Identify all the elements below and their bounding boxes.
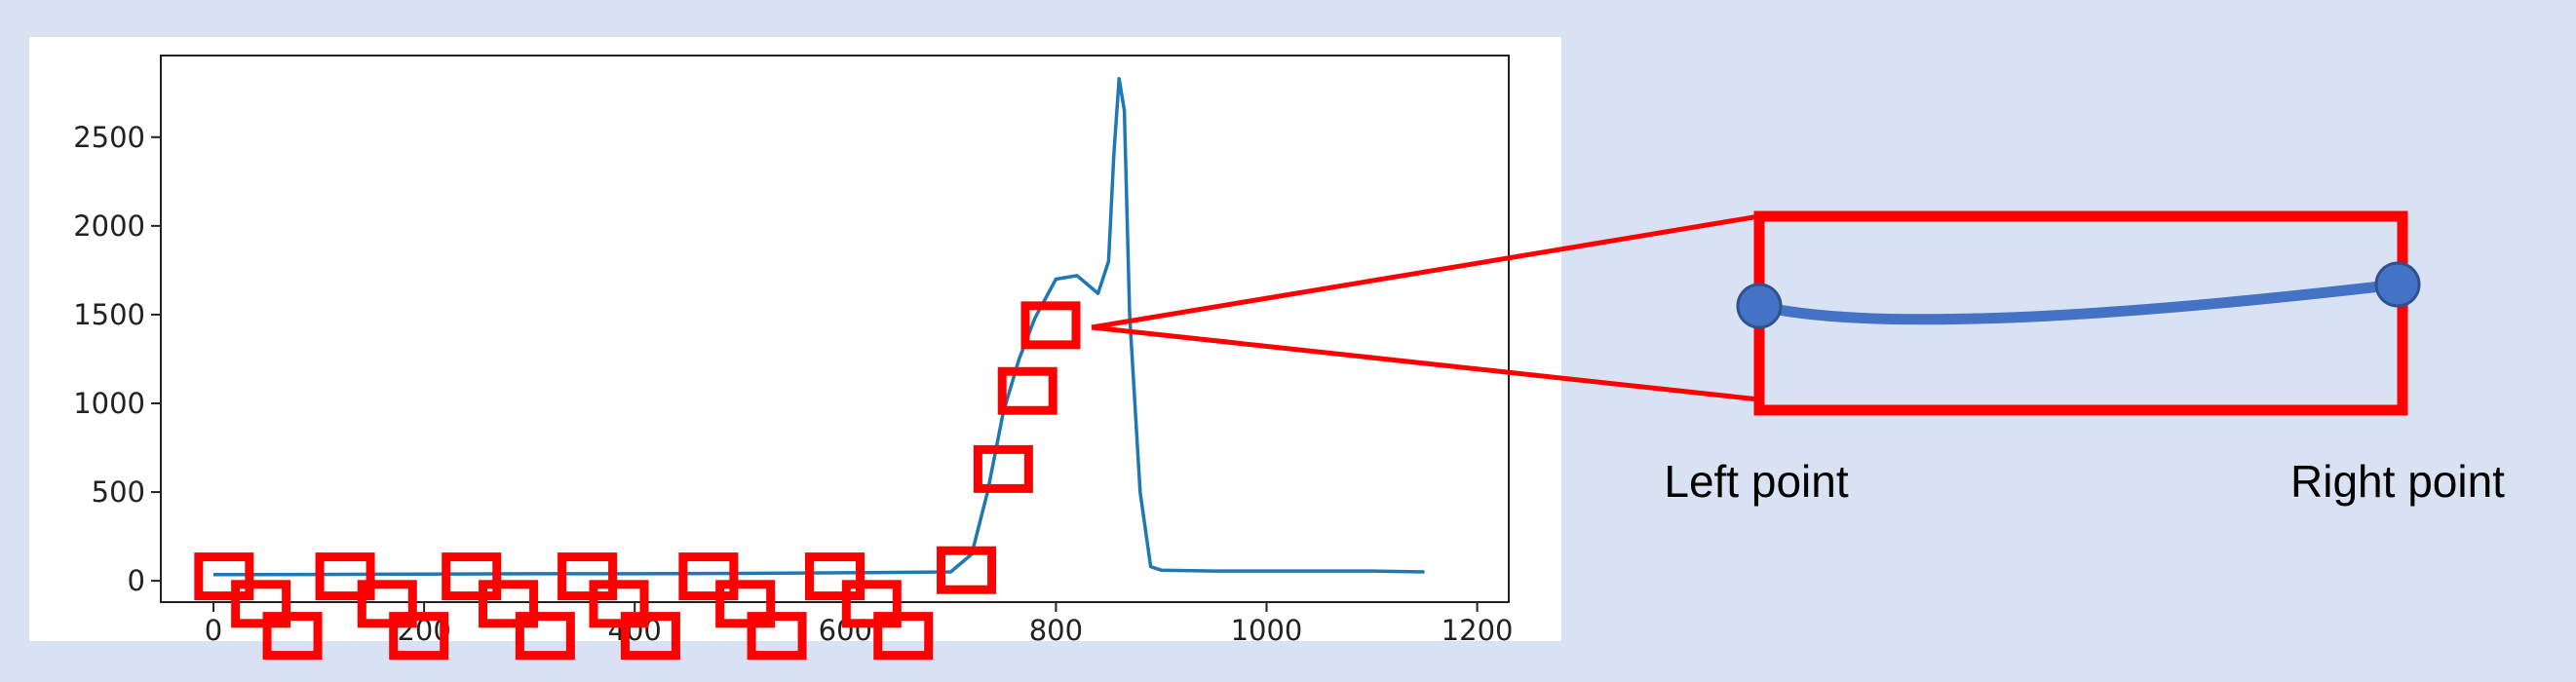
window-box	[589, 580, 649, 628]
window-box	[715, 580, 776, 628]
y-tick-label: 1500	[73, 298, 145, 331]
plot-area	[160, 55, 1510, 603]
right-point-marker	[2374, 261, 2421, 308]
window-box	[442, 552, 502, 601]
window-box	[479, 580, 539, 628]
x-tick-label: 0	[205, 614, 222, 647]
right-point-label: Right point	[2290, 456, 2505, 507]
zoom-connector-top	[1091, 213, 1760, 330]
left-point-marker	[1736, 283, 1783, 329]
window-box	[997, 366, 1057, 415]
window-box	[841, 580, 902, 628]
window-box	[231, 580, 291, 628]
window-box	[194, 552, 254, 601]
window-box	[315, 552, 375, 601]
window-box	[747, 612, 807, 661]
highlighted-window-box	[1020, 301, 1081, 350]
x-tick-label: 1200	[1442, 614, 1514, 647]
window-box	[262, 612, 323, 661]
left-point-label: Left point	[1664, 456, 1848, 507]
window-box	[389, 612, 449, 661]
window-box	[357, 580, 417, 628]
x-tick-label: 800	[1029, 614, 1083, 647]
window-box	[973, 444, 1033, 493]
y-tick-label: 0	[128, 564, 145, 597]
window-box	[620, 612, 680, 661]
zoom-connector-bottom	[1091, 324, 1760, 402]
y-tick-label: 1000	[73, 387, 145, 420]
zoom-panel: Left point Right point	[1091, 210, 2505, 507]
window-box	[557, 552, 618, 601]
window-box	[678, 552, 739, 601]
window-box	[873, 612, 934, 661]
y-tick-label: 2500	[73, 121, 145, 154]
series-line	[212, 76, 1425, 577]
window-box	[937, 546, 997, 594]
y-tick-label: 500	[92, 475, 145, 509]
window-box	[515, 612, 575, 661]
y-tick-label: 2000	[73, 209, 145, 243]
x-tick-label: 1000	[1231, 614, 1303, 647]
window-box	[805, 552, 865, 601]
zoom-curve	[1753, 279, 2403, 325]
